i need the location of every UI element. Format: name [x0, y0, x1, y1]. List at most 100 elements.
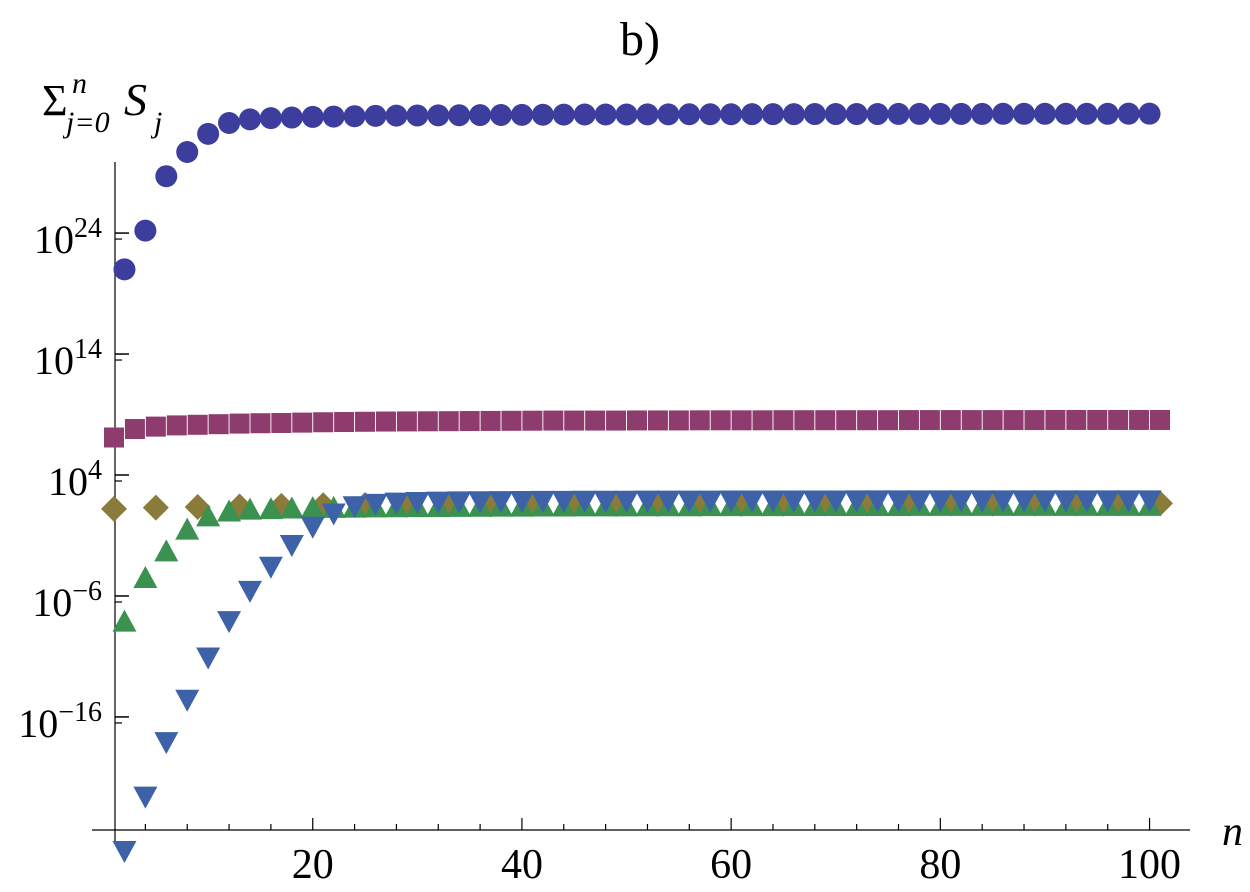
data-point-triangle-down — [237, 580, 262, 603]
data-point-square — [145, 416, 166, 437]
data-point-square — [878, 410, 899, 431]
data-point-square — [794, 410, 815, 431]
data-point-triangle-down — [781, 490, 806, 513]
data-point-square — [522, 410, 543, 431]
data-point-circle — [741, 103, 764, 126]
x-axis-label: n — [1222, 809, 1243, 855]
data-point-triangle-down — [1137, 490, 1162, 513]
data-point-circle — [1096, 102, 1119, 125]
data-point-square — [919, 410, 940, 431]
data-point-circle — [510, 103, 533, 126]
data-point-square — [627, 410, 647, 431]
data-point-triangle-up — [154, 539, 179, 562]
data-point-diamond — [268, 492, 295, 519]
data-point-circle — [1013, 102, 1036, 125]
data-point-square — [104, 427, 124, 448]
data-point-circle — [782, 103, 805, 126]
data-point-square — [689, 410, 710, 431]
data-point-square — [417, 411, 438, 432]
data-point-triangle-down — [760, 490, 785, 513]
data-point-triangle-up — [237, 497, 262, 520]
data-point-circle — [490, 104, 513, 126]
data-point-triangle-down — [635, 490, 660, 513]
data-point-triangle-down — [844, 490, 869, 513]
data-point-square — [438, 411, 459, 432]
data-point-triangle-down — [928, 490, 953, 513]
data-point-circle — [531, 103, 554, 126]
data-point-circle — [113, 258, 136, 281]
data-point-square — [313, 412, 334, 433]
data-point-triangle-down — [970, 490, 995, 513]
data-point-triangle-down — [426, 491, 451, 514]
data-point-triangle-down — [509, 491, 534, 514]
data-point-square — [208, 414, 229, 435]
data-point-diamond — [142, 494, 169, 521]
data-point-square — [124, 419, 145, 440]
data-point-circle — [866, 103, 889, 126]
data-point-circle — [992, 102, 1015, 125]
data-point-circle — [699, 103, 722, 126]
data-point-triangle-down — [258, 556, 283, 579]
data-point-triangle-up — [175, 517, 200, 540]
data-marks — [101, 102, 1173, 863]
y-tick-label: 10−6 — [32, 576, 102, 625]
y-tick-label: 10−16 — [18, 697, 102, 746]
data-point-triangle-down — [1053, 490, 1078, 513]
data-point-square — [501, 410, 522, 431]
data-point-square — [375, 411, 396, 432]
data-point-triangle-down — [196, 647, 221, 670]
data-point-circle — [552, 103, 575, 126]
data-point-circle — [427, 104, 450, 127]
data-point-square — [543, 410, 564, 431]
data-point-square — [271, 412, 292, 433]
data-point-circle — [950, 102, 973, 125]
data-point-triangle-down — [802, 490, 827, 513]
data-point-circle — [803, 103, 826, 126]
data-point-diamond — [101, 495, 127, 522]
data-point-square — [815, 410, 836, 431]
data-point-circle — [469, 104, 492, 127]
data-point-circle — [155, 165, 178, 188]
data-point-triangle-down — [719, 490, 744, 513]
y-label-sup: n — [72, 67, 87, 100]
data-point-triangle-down — [1095, 490, 1120, 513]
data-point-circle — [1075, 102, 1098, 125]
data-point-square — [1024, 410, 1045, 431]
y-label-term: S — [124, 74, 147, 125]
data-point-square — [836, 410, 857, 431]
data-point-circle — [908, 102, 931, 125]
data-point-circle — [1138, 102, 1161, 125]
data-point-triangle-down — [112, 841, 137, 863]
data-point-triangle-down — [530, 490, 555, 513]
data-point-triangle-down — [342, 496, 367, 519]
data-point-circle — [636, 103, 659, 126]
data-point-square — [166, 415, 187, 436]
data-point-triangle-down — [907, 490, 932, 513]
data-point-square — [480, 410, 501, 431]
data-point-triangle-down — [823, 490, 848, 513]
data-point-square — [752, 410, 773, 431]
data-point-circle — [259, 107, 282, 130]
data-point-circle — [761, 103, 784, 126]
data-point-circle — [448, 104, 471, 127]
data-point-circle — [1033, 102, 1056, 125]
data-point-circle — [678, 103, 701, 126]
x-tick-label: 60 — [710, 842, 752, 888]
data-point-triangle-down — [865, 490, 890, 513]
data-point-circle — [824, 103, 847, 126]
data-point-triangle-down — [1116, 490, 1141, 513]
data-point-triangle-down — [300, 516, 325, 539]
data-point-circle — [218, 111, 241, 134]
data-point-triangle-up — [279, 496, 304, 519]
data-point-circle — [280, 106, 303, 129]
y-label-sigma: Σ — [42, 76, 68, 125]
y-label-sub: j=0 — [62, 106, 110, 139]
data-point-triangle-up — [133, 566, 158, 589]
y-tick-label: 1024 — [34, 213, 102, 262]
data-point-triangle-down — [175, 689, 200, 712]
data-point-square — [961, 410, 982, 431]
data-point-triangle-down — [656, 490, 681, 513]
data-point-square — [1108, 409, 1129, 430]
data-point-triangle-down — [405, 492, 430, 515]
data-point-square — [250, 413, 271, 434]
